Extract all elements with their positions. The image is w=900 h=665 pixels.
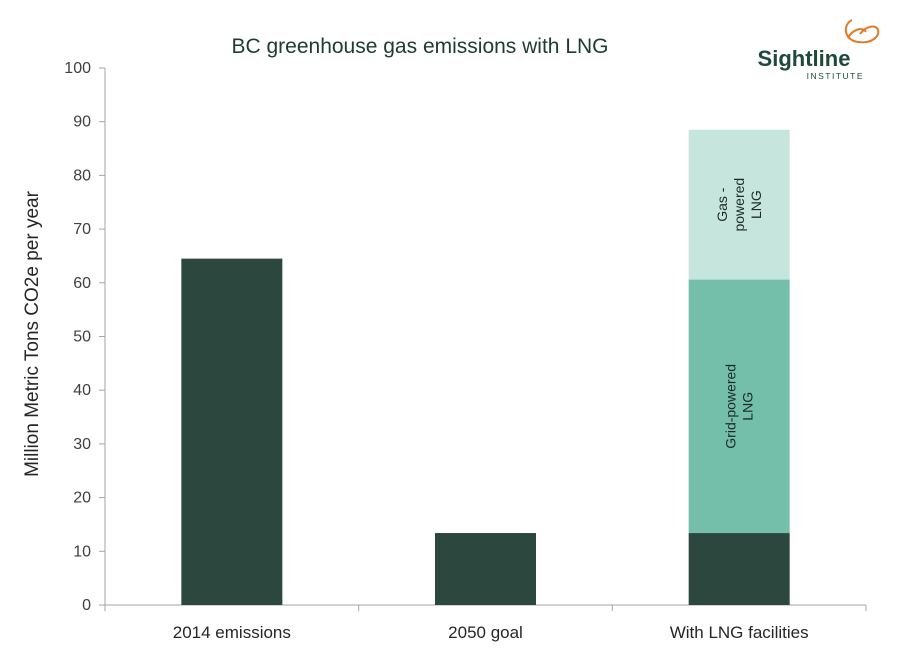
bar-segment	[435, 533, 536, 605]
segment-label-line: Gas -	[714, 187, 730, 222]
y-tick-label: 40	[73, 382, 91, 399]
segment-label-line: Grid-powered	[723, 364, 739, 449]
y-tick-label: 0	[82, 597, 91, 614]
bar-segment	[688, 129, 790, 280]
bar-segment	[181, 258, 283, 605]
y-tick-label: 20	[73, 490, 91, 507]
y-axis-title: Million Metric Tons CO2e per year	[22, 190, 43, 476]
y-tick-label: 30	[73, 436, 91, 453]
segment-label-line: LNG	[740, 392, 756, 421]
logo-sub: INSTITUTE	[807, 71, 864, 81]
bar-segment	[688, 533, 790, 605]
y-tick-label: 10	[73, 543, 91, 560]
x-tick-label: 2014 emissions	[173, 623, 291, 642]
y-tick-label: 90	[73, 114, 91, 131]
chart-title: BC greenhouse gas emissions with LNG	[231, 35, 608, 58]
segment-label: Gas -poweredLNG	[714, 178, 764, 232]
y-tick-label: 50	[73, 329, 91, 346]
y-tick-label: 80	[73, 167, 91, 184]
x-tick-label: With LNG facilities	[670, 623, 809, 642]
segment-label-line: powered	[731, 178, 747, 232]
bar-segment	[688, 279, 790, 534]
logo-mark-icon	[844, 19, 880, 44]
segment-label-line: LNG	[748, 190, 764, 219]
sightline-logo: Sightline INSTITUTE	[758, 19, 880, 81]
segment-label: Grid-poweredLNG	[723, 364, 756, 449]
y-tick-label: 60	[73, 275, 91, 292]
y-tick-label: 70	[73, 221, 91, 238]
x-tick-label: 2050 goal	[448, 623, 523, 642]
y-tick-label: 100	[64, 60, 91, 77]
logo-name: Sightline	[758, 46, 851, 71]
plot-area: 0 10 20 30 40 50 60 70 80 90 100 2014 emissions 2050…	[64, 60, 867, 642]
